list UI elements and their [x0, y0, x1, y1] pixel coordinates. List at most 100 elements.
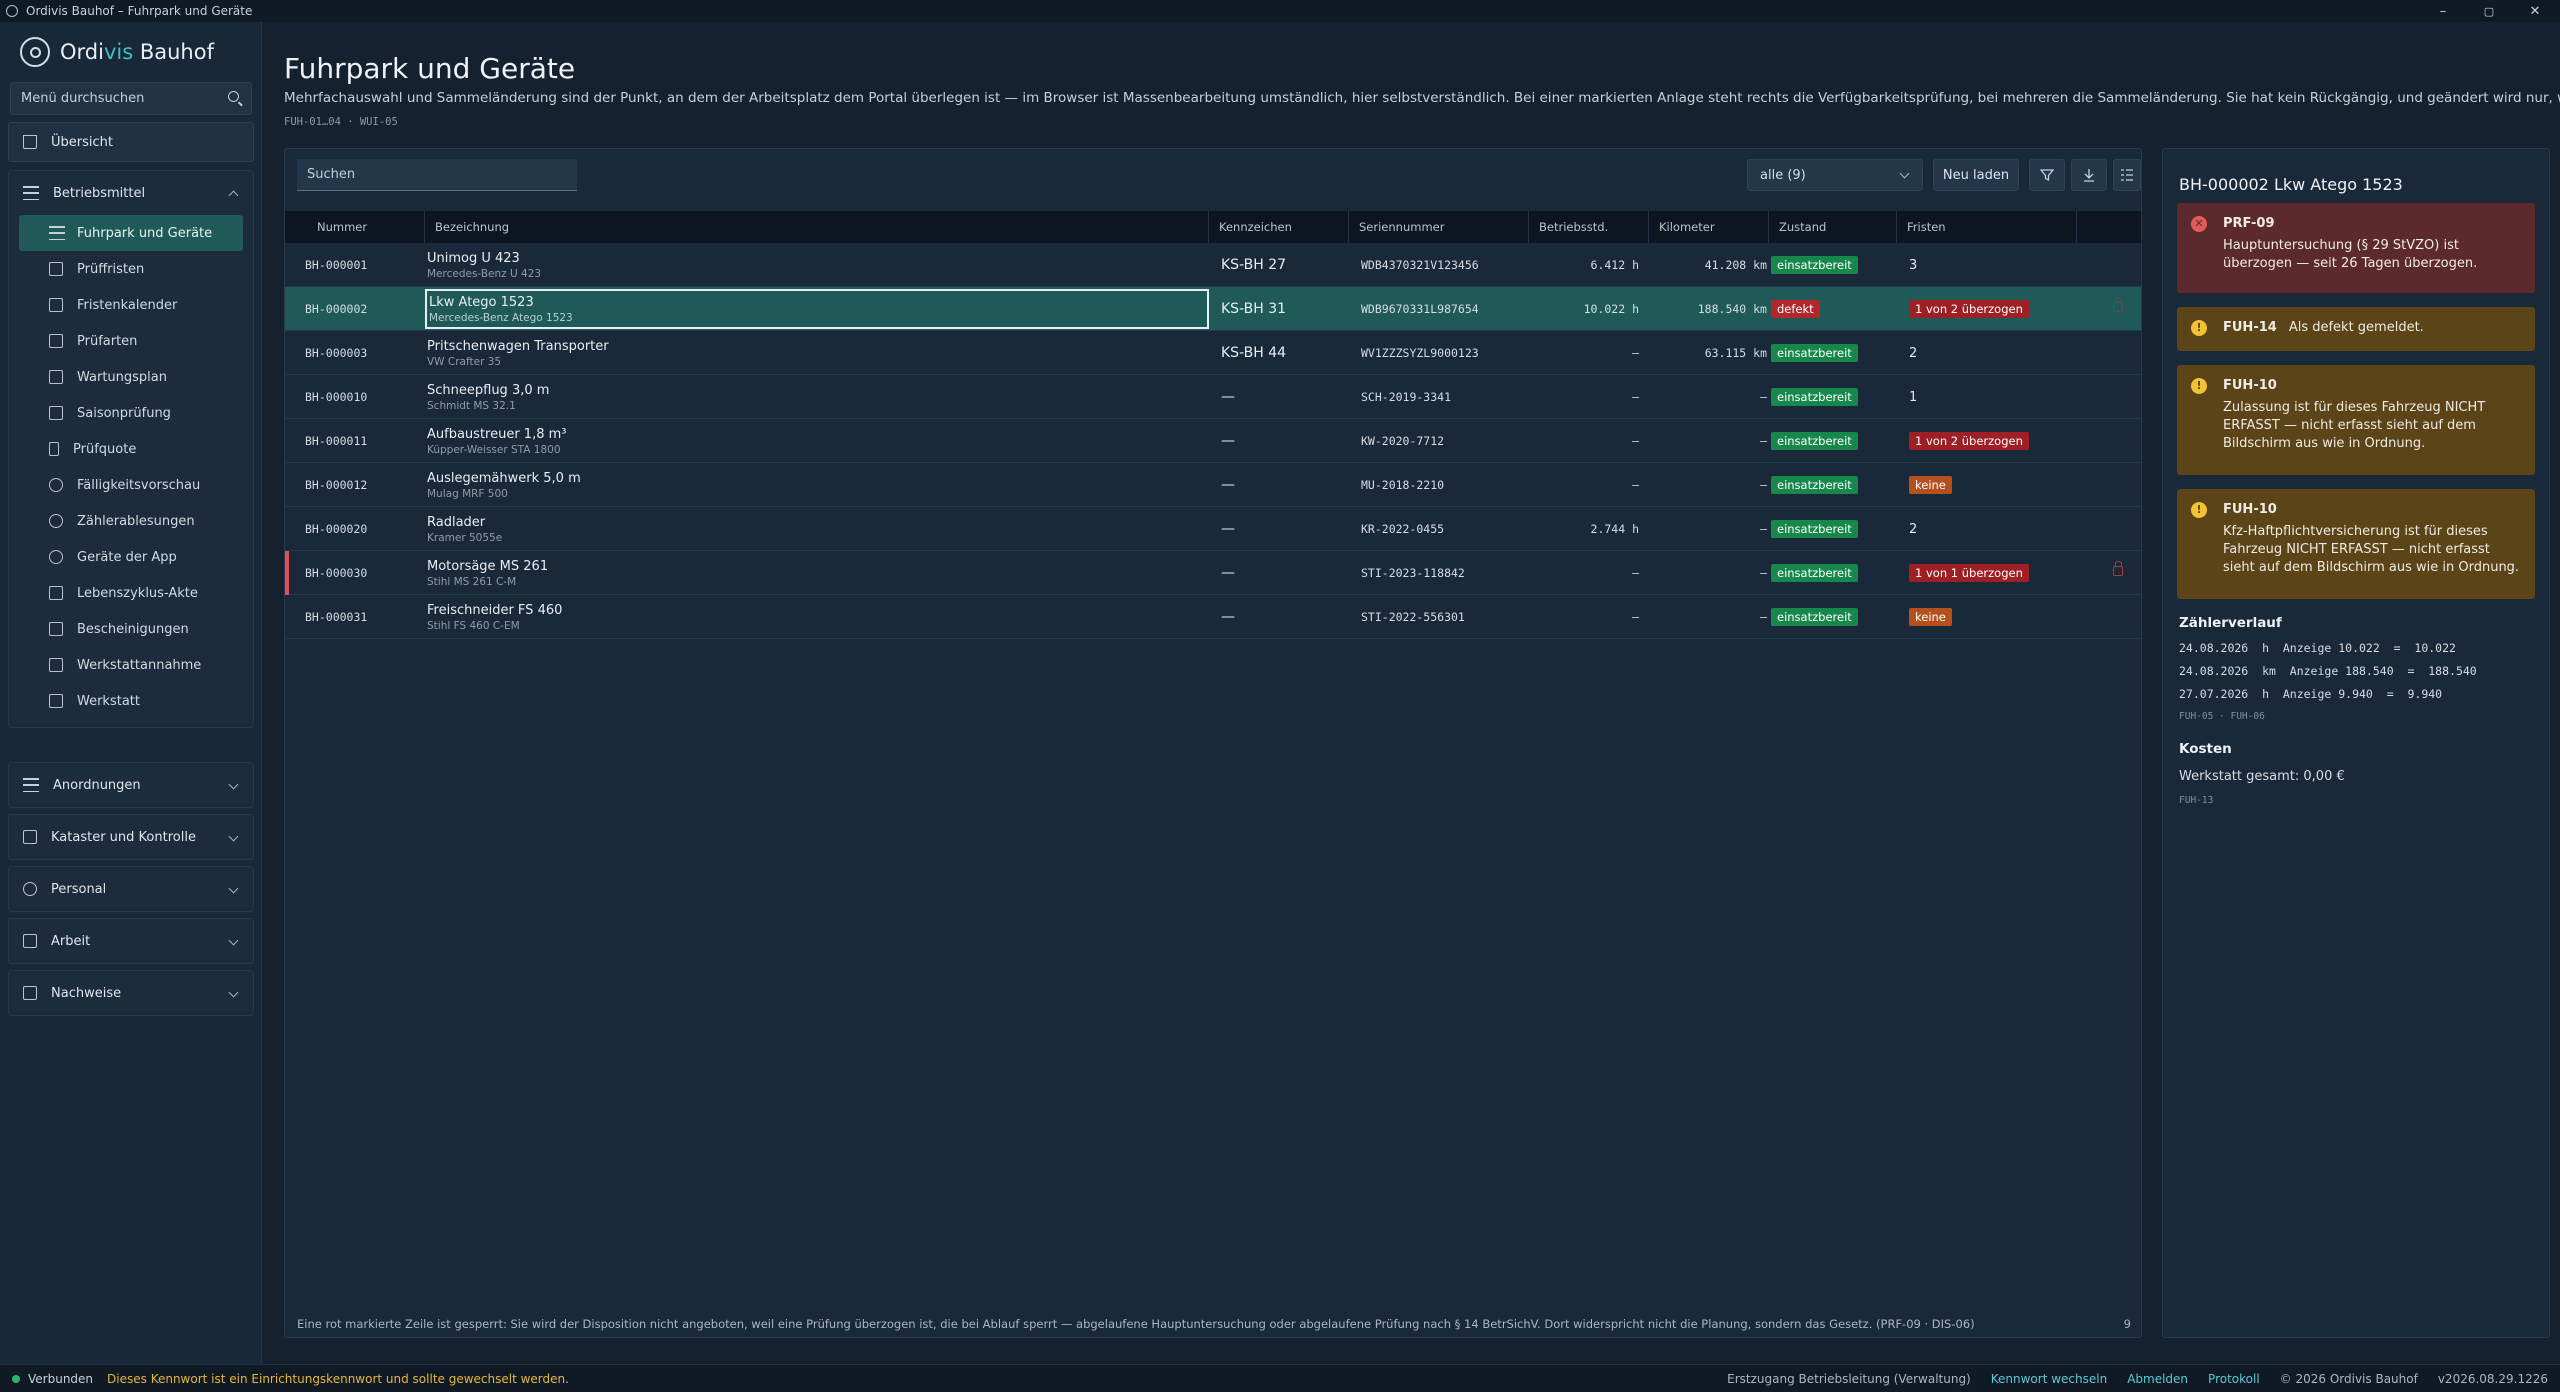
- filter-button[interactable]: [2029, 159, 2065, 191]
- table-row[interactable]: BH-000020 Radlader Kramer 5055e — KR-2022…: [285, 507, 2141, 551]
- deadline-badge: 1 von 1 überzogen: [1909, 564, 2029, 582]
- sidebar-item-lebenszyklus-akte[interactable]: Lebenszyklus-Akte: [19, 575, 243, 611]
- status-badge: einsatzbereit: [1771, 520, 1858, 538]
- chevron-down-icon: [1899, 168, 1910, 179]
- close-button[interactable]: ✕: [2529, 3, 2541, 19]
- cell-name: Aufbaustreuer 1,8 m³ Küpper-Weisser STA 1…: [427, 426, 567, 456]
- export-button[interactable]: [2071, 159, 2107, 191]
- sidebar-item-overview[interactable]: Übersicht: [8, 122, 254, 162]
- search-input[interactable]: [297, 159, 577, 191]
- chevron-down-icon: [228, 779, 239, 790]
- cell-km: 63.115 km: [1704, 346, 1767, 360]
- group-arbeit[interactable]: Arbeit: [8, 918, 254, 964]
- chevron-down-icon: [228, 935, 239, 946]
- cell-name: Auslegemähwerk 5,0 m Mulag MRF 500: [427, 470, 581, 500]
- protocol-link[interactable]: Protokoll: [2208, 1372, 2260, 1386]
- column-header[interactable]: Kennzeichen: [1209, 211, 1349, 243]
- sidebar-item-werkstattannahme[interactable]: Werkstattannahme: [19, 647, 243, 683]
- cell-hours: 2.744 h: [1590, 522, 1639, 536]
- status-badge: einsatzbereit: [1771, 256, 1858, 274]
- column-header[interactable]: Kilometer: [1649, 211, 1769, 243]
- group-anordnungen[interactable]: Anordnungen: [8, 762, 254, 808]
- warning-icon: !: [2191, 378, 2207, 394]
- cell-number: BH-000031: [305, 610, 368, 624]
- sidebar-item-bescheinigungen[interactable]: Bescheinigungen: [19, 611, 243, 647]
- clock-icon: [49, 478, 63, 492]
- sidebar-item-wartungsplan[interactable]: Wartungsplan: [19, 359, 243, 395]
- table-row[interactable]: BH-000012 Auslegemähwerk 5,0 m Mulag MRF …: [285, 463, 2141, 507]
- cell-serial: STI-2022-556301: [1361, 610, 1465, 624]
- status-badge: einsatzbereit: [1771, 476, 1858, 494]
- table-row[interactable]: BH-000031 Freischneider FS 460 Stihl FS 4…: [285, 595, 2141, 639]
- sidebar-item-faelligkeitsvorschau[interactable]: Fälligkeitsvorschau: [19, 467, 243, 503]
- user-icon: [49, 550, 63, 564]
- cell-hours: 10.022 h: [1583, 302, 1639, 316]
- maximize-button[interactable]: ▢: [2483, 4, 2495, 18]
- minimize-button[interactable]: –: [2439, 3, 2447, 19]
- table-row[interactable]: BH-000011 Aufbaustreuer 1,8 m³ Küpper-Wei…: [285, 419, 2141, 463]
- search-icon: [228, 91, 239, 102]
- mail-icon: [49, 658, 63, 672]
- logout-link[interactable]: Abmelden: [2127, 1372, 2189, 1386]
- cell-deadlines: 3: [1909, 257, 1918, 273]
- group-personal[interactable]: Personal: [8, 866, 254, 912]
- cell-plate: —: [1221, 433, 1235, 449]
- table-row-selected[interactable]: BH-000002 Lkw Atego 1523 Mercedes-Benz At…: [285, 287, 2141, 331]
- cell-km: –: [1760, 434, 1767, 448]
- cell-plate: —: [1221, 389, 1235, 405]
- menu-search-input[interactable]: Menü durchsuchen: [10, 82, 252, 115]
- cell-number: BH-000011: [305, 434, 368, 448]
- table-body: BH-000001 Unimog U 423 Mercedes-Benz U 42…: [285, 243, 2141, 639]
- sidebar-item-prueffristen[interactable]: Prüffristen: [19, 251, 243, 287]
- error-icon: ✕: [2191, 216, 2207, 232]
- cell-number: BH-000030: [305, 566, 368, 580]
- column-header[interactable]: Fristen: [1897, 211, 2077, 243]
- logo-icon: [20, 37, 50, 67]
- sidebar-item-pruefarten[interactable]: Prüfarten: [19, 323, 243, 359]
- sidebar-item-geraete-der-app[interactable]: Geräte der App: [19, 539, 243, 575]
- footer-note: Eine rot markierte Zeile ist gesperrt: S…: [297, 1317, 1975, 1331]
- column-header[interactable]: Nummer: [285, 211, 425, 243]
- detail-title: BH-000002 Lkw Atego 1523: [2179, 175, 2403, 194]
- sidebar-item-fuhrpark[interactable]: Fuhrpark und Geräte: [19, 215, 243, 251]
- document-icon: [49, 334, 63, 348]
- column-header[interactable]: Zustand: [1769, 211, 1897, 243]
- wrench-icon: [49, 370, 63, 384]
- table-row[interactable]: BH-000001 Unimog U 423 Mercedes-Benz U 42…: [285, 243, 2141, 287]
- column-header[interactable]: Betriebsstd.: [1529, 211, 1649, 243]
- cell-deadlines: 1: [1909, 389, 1918, 405]
- chevron-up-icon: [228, 190, 239, 201]
- sidebar-item-zaehlerablesungen[interactable]: Zählerablesungen: [19, 503, 243, 539]
- sidebar: Ordivis Bauhof Menü durchsuchen Übersich…: [0, 22, 262, 1364]
- list-icon: [23, 186, 39, 200]
- cell-plate: —: [1221, 521, 1235, 537]
- column-header[interactable]: Bezeichnung: [425, 211, 1209, 243]
- chevron-down-icon: [228, 987, 239, 998]
- change-password-link[interactable]: Kennwort wechseln: [1990, 1372, 2108, 1386]
- table-row-blocked[interactable]: BH-000030 Motorsäge MS 261 Stihl MS 261 C…: [285, 551, 2141, 595]
- deadline-badge: keine: [1909, 608, 1952, 626]
- table-row[interactable]: BH-000003 Pritschenwagen Transporter VW C…: [285, 331, 2141, 375]
- group-kataster[interactable]: Kataster und Kontrolle: [8, 814, 254, 860]
- sidebar-item-fristenkalender[interactable]: Fristenkalender: [19, 287, 243, 323]
- current-user: Erstzugang Betriebsleitung (Verwaltung): [1727, 1372, 1971, 1386]
- sidebar-item-pruefquote[interactable]: Prüfquote: [19, 431, 243, 467]
- columns-button[interactable]: [2113, 159, 2141, 191]
- filter-select[interactable]: alle (9): [1747, 159, 1923, 191]
- sidebar-item-saisonpruefung[interactable]: Saisonprüfung: [19, 395, 243, 431]
- sidebar-item-werkstatt[interactable]: Werkstatt: [19, 683, 243, 719]
- cell-hours: –: [1632, 390, 1639, 404]
- group-nachweise[interactable]: Nachweise: [8, 970, 254, 1016]
- cell-serial: KW-2020-7712: [1361, 434, 1445, 448]
- column-header[interactable]: Seriennummer: [1349, 211, 1529, 243]
- reload-button[interactable]: Neu laden: [1933, 159, 2019, 191]
- group-betriebsmittel-header[interactable]: Betriebsmittel: [9, 171, 253, 215]
- cell-name: Freischneider FS 460 Stihl FS 460 C-EM: [427, 602, 563, 632]
- table-row[interactable]: BH-000010 Schneepflug 3,0 m Schmidt MS 32…: [285, 375, 2141, 419]
- copyright: © 2026 Ordivis Bauhof: [2279, 1372, 2418, 1386]
- main-content: Fuhrpark und Geräte Mehrfachauswahl und …: [262, 22, 2560, 1364]
- cost-title: Kosten: [2179, 741, 2232, 757]
- deadline-badge: 1 von 2 überzogen: [1909, 300, 2029, 318]
- certificate-icon: [49, 622, 63, 636]
- calendar-icon: [49, 298, 63, 312]
